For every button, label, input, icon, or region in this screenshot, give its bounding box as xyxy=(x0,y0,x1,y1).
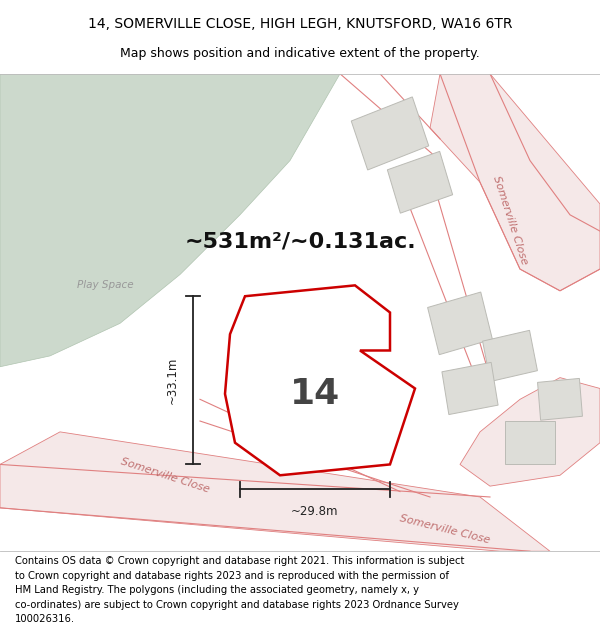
Text: ~33.1m: ~33.1m xyxy=(166,357,179,404)
Polygon shape xyxy=(442,362,498,414)
Text: ~29.8m: ~29.8m xyxy=(291,504,339,518)
Text: Map shows position and indicative extent of the property.: Map shows position and indicative extent… xyxy=(120,47,480,59)
Text: 14: 14 xyxy=(290,377,340,411)
Text: ~531m²/~0.131ac.: ~531m²/~0.131ac. xyxy=(184,232,416,252)
Polygon shape xyxy=(482,331,538,381)
Text: Somerville Close: Somerville Close xyxy=(399,514,491,546)
Polygon shape xyxy=(460,378,600,486)
Polygon shape xyxy=(428,292,493,354)
Text: Contains OS data © Crown copyright and database right 2021. This information is : Contains OS data © Crown copyright and d… xyxy=(15,556,464,624)
Polygon shape xyxy=(0,432,550,551)
Text: Somerville Close: Somerville Close xyxy=(491,174,529,266)
Polygon shape xyxy=(388,151,452,213)
Polygon shape xyxy=(430,74,600,291)
Polygon shape xyxy=(225,286,415,475)
Polygon shape xyxy=(0,74,340,367)
Polygon shape xyxy=(505,421,555,464)
Polygon shape xyxy=(538,378,583,420)
Text: 14, SOMERVILLE CLOSE, HIGH LEGH, KNUTSFORD, WA16 6TR: 14, SOMERVILLE CLOSE, HIGH LEGH, KNUTSFO… xyxy=(88,17,512,31)
Text: Play Space: Play Space xyxy=(77,281,133,291)
Polygon shape xyxy=(351,97,429,170)
Text: Somerville Close: Somerville Close xyxy=(119,456,211,494)
